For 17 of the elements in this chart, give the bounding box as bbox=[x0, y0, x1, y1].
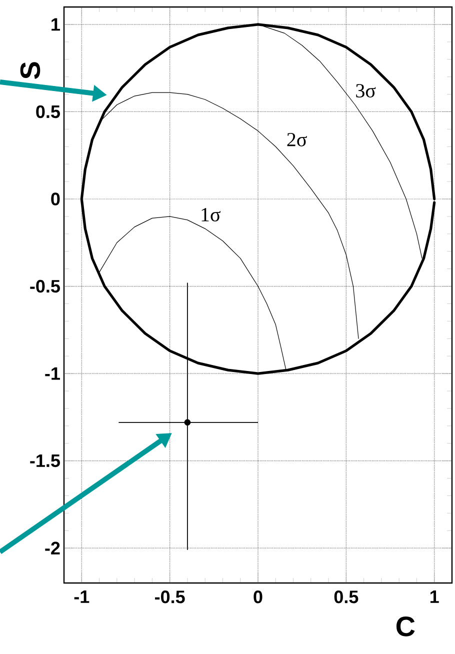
y-tick-label: 0.5 bbox=[36, 105, 60, 118]
annotation: 1σ bbox=[202, 208, 220, 222]
x-tick-label: -0.5 bbox=[155, 590, 185, 604]
annotation: 2σ bbox=[287, 132, 307, 146]
y-tick-label: 1 bbox=[52, 18, 60, 31]
y-tick-label: -2 bbox=[45, 542, 60, 554]
x-tick-label: -1 bbox=[74, 590, 90, 603]
x-tick-label: 0 bbox=[254, 590, 262, 604]
y-tick-label: -0.5 bbox=[30, 280, 60, 293]
annotation: 3σ bbox=[356, 84, 376, 98]
y-tick-label: 0 bbox=[51, 192, 60, 206]
x-axis-title: C bbox=[396, 616, 415, 636]
y-axis-title: S bbox=[20, 62, 40, 79]
x-tick-label: 0.5 bbox=[334, 590, 358, 604]
y-tick-label: -1 bbox=[45, 367, 60, 380]
y-tick-label: -1.5 bbox=[30, 454, 60, 468]
x-tick-label: 1 bbox=[430, 590, 439, 603]
